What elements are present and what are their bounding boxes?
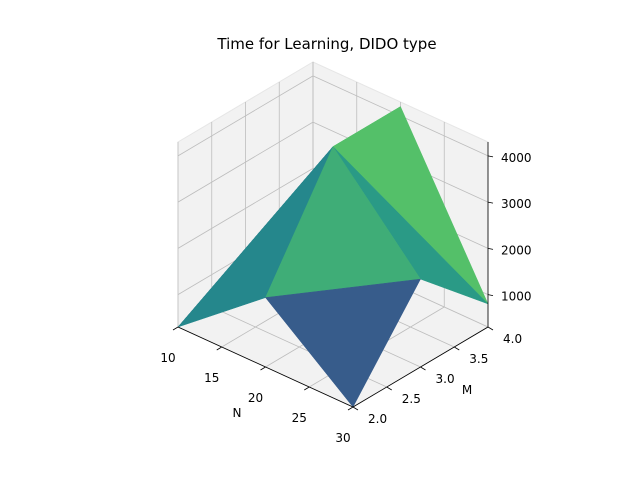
surface-face bbox=[265, 278, 421, 408]
y-axis-label: M bbox=[462, 383, 472, 397]
z-tick-label: 4000 bbox=[501, 151, 532, 165]
x-tick-mark bbox=[347, 406, 354, 411]
z-tick-label: 3000 bbox=[501, 197, 532, 211]
tick-labels: 10 15 20 25 30 2.0 2.5 3.0 3.5 4.0 1000 2000 3000 400… bbox=[160, 151, 531, 445]
x-tick-mark bbox=[216, 346, 222, 351]
z-tick-mark bbox=[487, 247, 494, 250]
y-tick-label: 3.5 bbox=[469, 352, 488, 366]
z-tick-mark bbox=[487, 155, 494, 158]
y-tick-label: 2.5 bbox=[402, 392, 421, 406]
grid-line-z-left bbox=[177, 168, 314, 249]
y-tick-mark bbox=[420, 366, 426, 371]
x-tick-label: 20 bbox=[248, 391, 263, 405]
x-tick-mark bbox=[304, 386, 310, 391]
chart-title: Time for Learning, DIDO type bbox=[216, 35, 436, 53]
y-tick-mark bbox=[386, 386, 392, 391]
grid-line-z-left bbox=[177, 75, 314, 157]
x-tick-label: 25 bbox=[292, 411, 307, 425]
y-tick-mark bbox=[487, 326, 494, 331]
y-tick-label: 3.0 bbox=[436, 372, 455, 386]
surface-plot bbox=[177, 106, 489, 408]
x-tick-label: 15 bbox=[204, 371, 219, 385]
z-tick-label: 1000 bbox=[501, 290, 532, 304]
x-tick-label: 10 bbox=[160, 351, 175, 365]
x-axis-label: N bbox=[233, 406, 242, 420]
grid-line-z-left bbox=[177, 121, 314, 203]
y-tick-mark bbox=[352, 406, 359, 411]
x-tick-mark bbox=[260, 366, 266, 371]
y-tick-mark bbox=[454, 346, 460, 351]
axis-lines bbox=[172, 142, 494, 411]
z-tick-mark bbox=[487, 294, 494, 297]
x-tick-label: 30 bbox=[335, 431, 350, 445]
z-tick-label: 2000 bbox=[501, 243, 532, 257]
x-tick-mark bbox=[172, 326, 179, 331]
z-tick-mark bbox=[487, 201, 494, 204]
y-tick-label: 4.0 bbox=[503, 332, 522, 346]
y-tick-label: 2.0 bbox=[368, 412, 387, 426]
